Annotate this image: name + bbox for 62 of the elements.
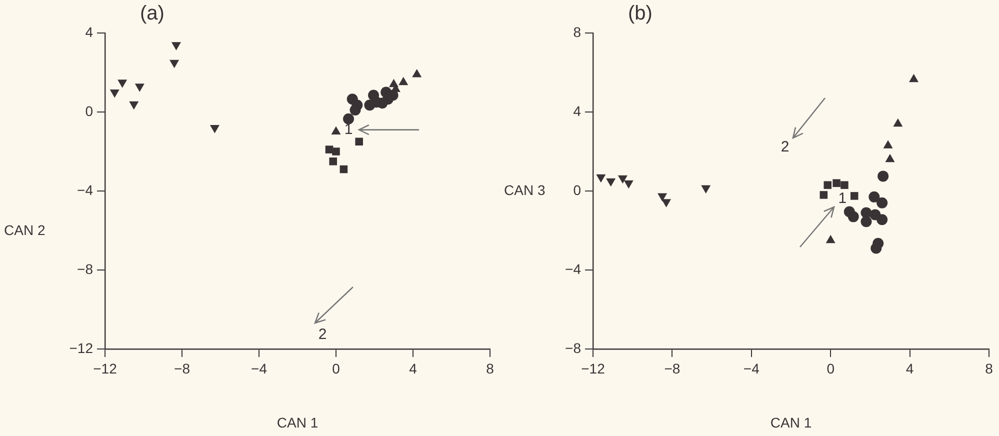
y-tick-label: −12	[69, 340, 94, 356]
point	[848, 211, 859, 222]
point	[170, 60, 180, 68]
point	[210, 125, 220, 134]
point	[332, 148, 340, 156]
point	[850, 192, 858, 200]
y-tick-label: −8	[77, 260, 94, 277]
point	[118, 80, 128, 88]
x-tick-label: 8	[486, 360, 494, 376]
point	[129, 101, 139, 110]
point	[876, 214, 888, 226]
point	[878, 170, 889, 182]
y-tick-label: −8	[565, 340, 582, 356]
point	[872, 238, 884, 249]
point	[832, 179, 840, 187]
point	[885, 154, 895, 162]
chart-title: (a)	[140, 2, 164, 25]
point	[658, 193, 668, 202]
point	[908, 74, 919, 82]
x-tick-label: −4	[251, 360, 268, 376]
y-tick-label: 4	[573, 102, 582, 119]
point	[860, 216, 872, 228]
point	[329, 157, 337, 166]
point	[840, 181, 848, 189]
point	[343, 113, 354, 124]
x-axis-title: CAN 1	[770, 414, 812, 430]
point	[364, 100, 376, 111]
annotation: 2	[318, 326, 327, 344]
point	[350, 104, 361, 116]
point	[868, 191, 880, 202]
x-tick-label: 0	[826, 360, 835, 376]
chart-title: (b)	[628, 2, 652, 25]
y-tick-label: 8	[573, 24, 582, 40]
y-tick-label: −4	[77, 182, 94, 198]
point	[171, 42, 181, 50]
y-tick-label: 0	[85, 102, 94, 119]
point	[110, 90, 120, 98]
annotation: 2	[780, 138, 790, 156]
point	[340, 165, 348, 174]
point	[876, 197, 888, 208]
annotation: 1	[838, 190, 847, 208]
x-tick-label: −8	[174, 360, 190, 376]
x-tick-label: 0	[332, 360, 340, 376]
x-tick-label: 4	[409, 360, 418, 376]
y-tick-label: −4	[565, 260, 582, 277]
annotation: 1	[344, 120, 353, 138]
point	[883, 140, 893, 148]
y-axis-title: CAN 3	[504, 182, 546, 198]
y-axis-title: CAN 2	[4, 222, 46, 238]
x-tick-label: 8	[985, 360, 994, 376]
y-tick-label: 4	[85, 24, 94, 40]
point	[820, 191, 828, 199]
x-tick-label: 4	[906, 360, 914, 376]
point	[661, 199, 672, 208]
x-tick-label: −4	[743, 360, 760, 376]
point	[134, 84, 144, 92]
point	[893, 118, 903, 127]
y-tick-label: 0	[573, 182, 582, 198]
x-tick-label: −8	[664, 360, 680, 376]
x-axis-title: CAN 1	[276, 414, 318, 430]
point	[824, 181, 832, 189]
point	[355, 138, 363, 146]
